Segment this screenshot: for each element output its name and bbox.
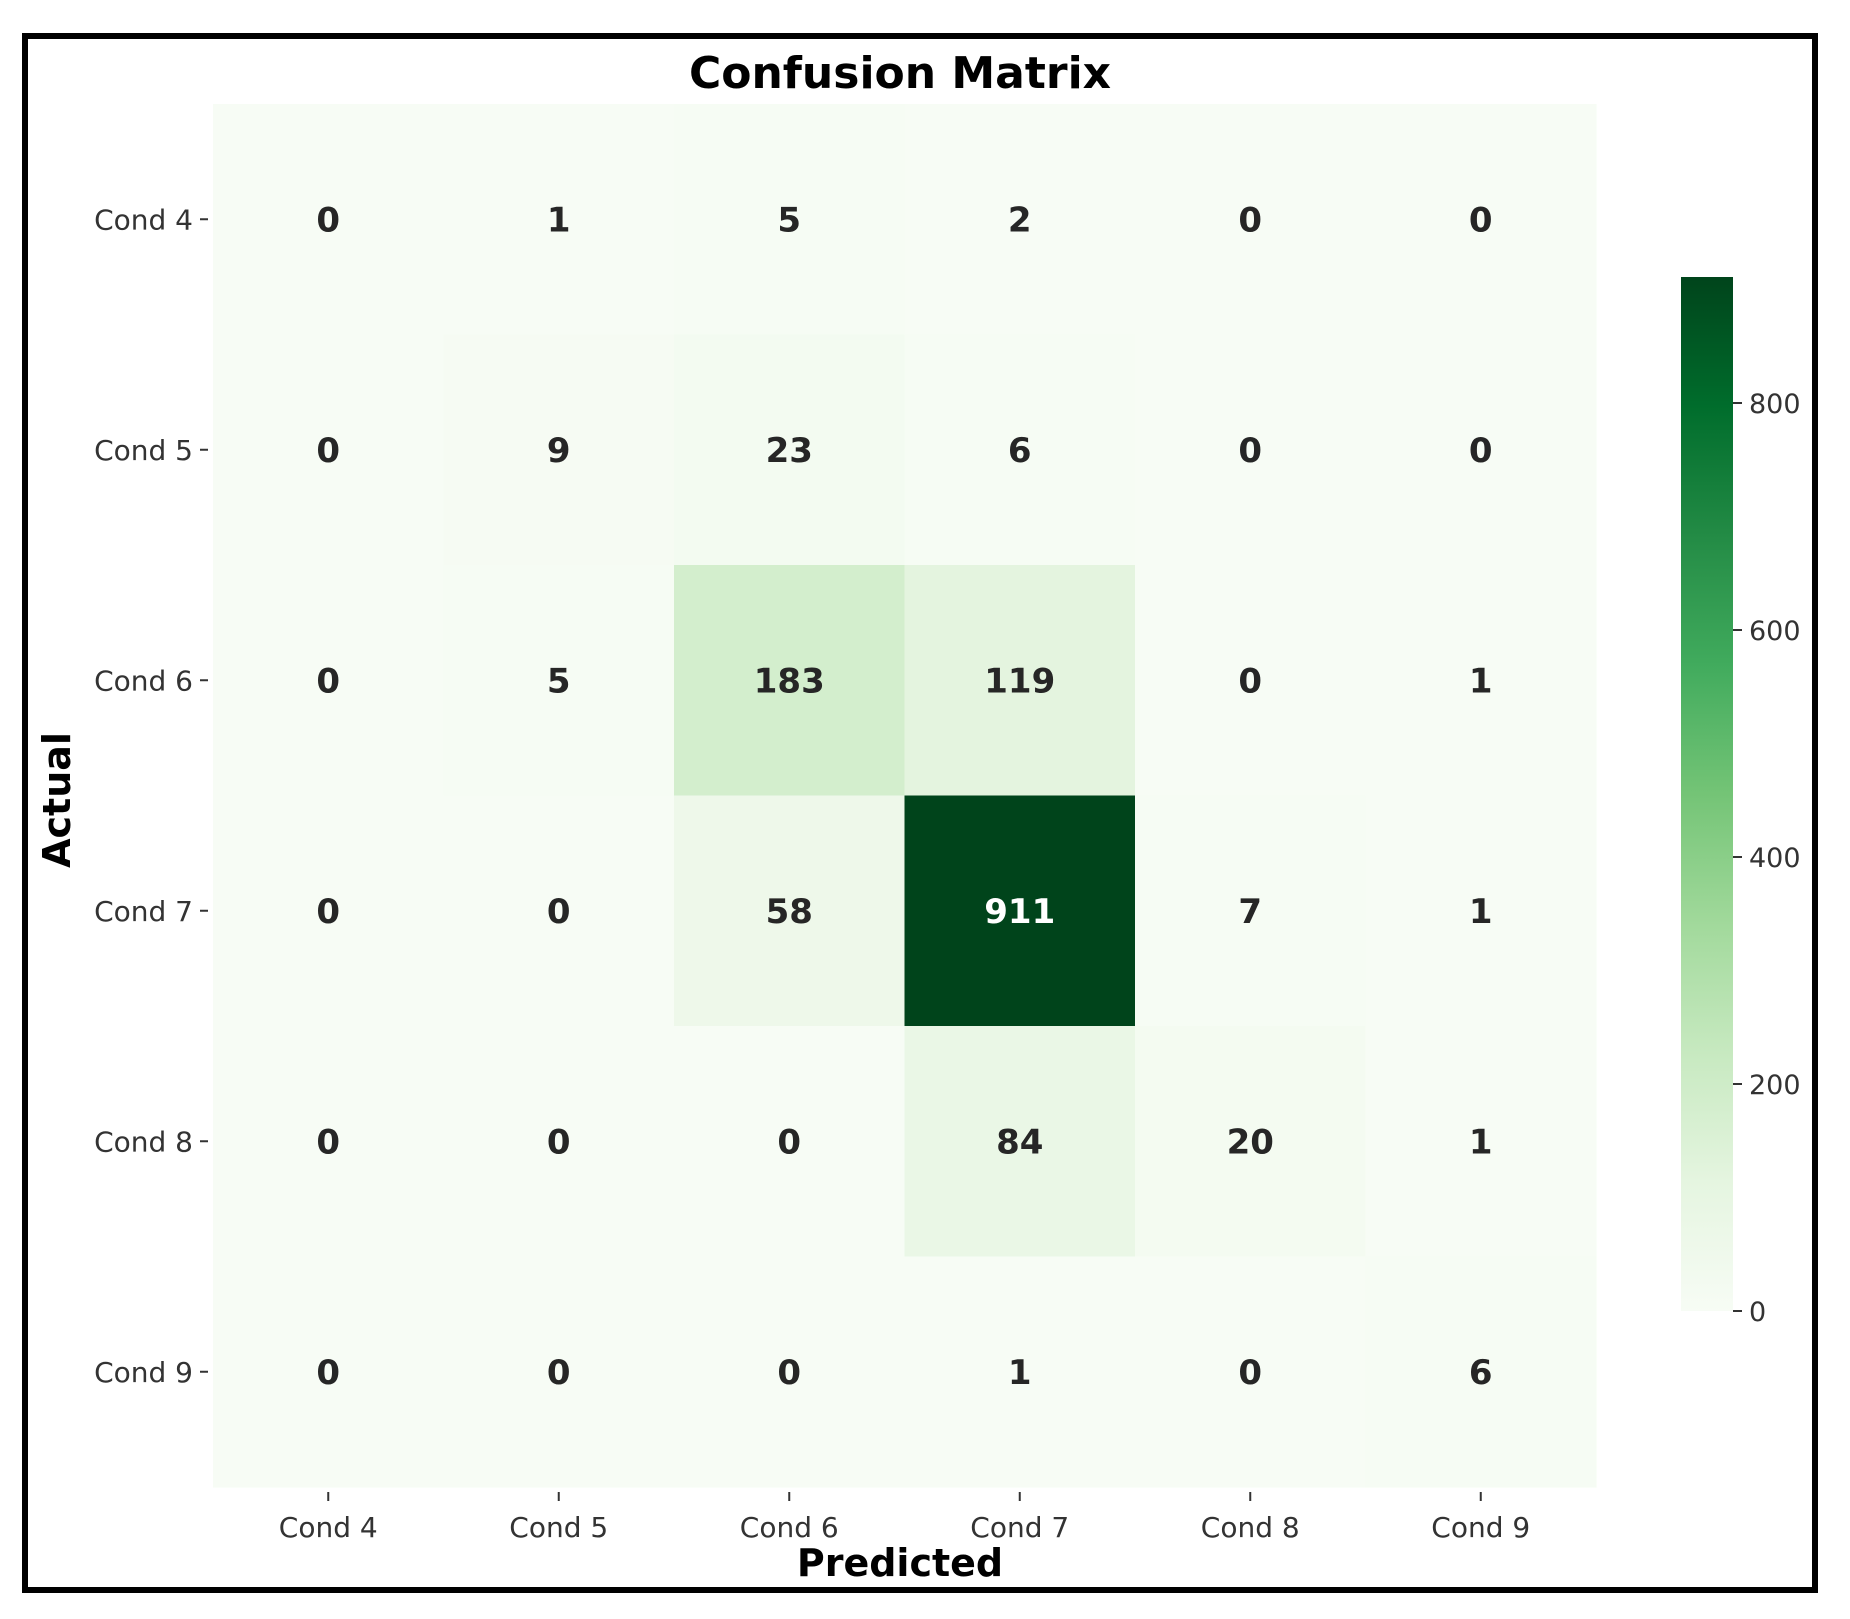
heatmap-cell xyxy=(213,334,445,566)
cell-value-label: 5 xyxy=(777,200,801,240)
cell-value-label: 183 xyxy=(754,661,825,701)
cell-value-label: 0 xyxy=(1238,661,1262,701)
y-tick-label: Cond 7 xyxy=(94,895,193,928)
cell-value-label: 1 xyxy=(1469,1122,1493,1162)
colorbar-tick-label: 800 xyxy=(1749,389,1801,420)
cell-value-label: 0 xyxy=(316,661,340,701)
heatmap-cell xyxy=(1135,334,1367,566)
cell-value-label: 23 xyxy=(766,431,813,471)
heatmap-cell xyxy=(1135,795,1367,1027)
cell-value-label: 0 xyxy=(777,1122,801,1162)
heatmap-cell xyxy=(904,1256,1136,1488)
heatmap-cell xyxy=(1365,104,1597,336)
x-tick-label: Cond 8 xyxy=(1201,1511,1300,1544)
heatmap-cell xyxy=(1365,565,1597,797)
y-axis-label: Actual xyxy=(35,732,79,868)
heatmap-cell xyxy=(674,1256,906,1488)
cell-value-label: 0 xyxy=(316,431,340,471)
heatmap-cell xyxy=(213,104,445,336)
heatmap-cell xyxy=(213,565,445,797)
cell-value-label: 1 xyxy=(1469,661,1493,701)
heatmap-cell xyxy=(1135,1256,1367,1488)
cell-value-label: 0 xyxy=(547,1353,571,1393)
heatmap-cell xyxy=(1365,334,1597,566)
heatmap-cell xyxy=(443,334,675,566)
x-tick-label: Cond 9 xyxy=(1431,1511,1530,1544)
heatmap-cell xyxy=(674,565,906,797)
heatmap-cell xyxy=(674,1026,906,1258)
colorbar-tick-label: 400 xyxy=(1749,843,1801,874)
y-axis-ticks: Cond 4 Cond 5 Cond 6 Cond 7 Cond 8 Cond 9 xyxy=(94,203,208,1389)
x-tick-label: Cond 7 xyxy=(970,1511,1069,1544)
y-tick-label: Cond 5 xyxy=(94,434,193,467)
cell-value-label: 911 xyxy=(984,892,1055,932)
cell-value-label: 0 xyxy=(1238,431,1262,471)
cell-value-label: 84 xyxy=(996,1122,1043,1162)
y-tick-label: Cond 8 xyxy=(94,1125,193,1158)
heatmap-cell xyxy=(904,795,1136,1027)
cell-value-label: 58 xyxy=(766,892,813,932)
colorbar-tick-label: 600 xyxy=(1749,616,1801,647)
heatmap-cell xyxy=(443,565,675,797)
heatmap-cell xyxy=(1365,795,1597,1027)
heatmap-cell xyxy=(443,795,675,1027)
heatmap-cell xyxy=(1135,565,1367,797)
heatmap-cells: 0 1 5 2 0 00 9 23 6 0 00 5 183 119 0 10 0 58 911 7 10 0 0 84 20 1… xyxy=(213,104,1597,1488)
cell-value-label: 1 xyxy=(547,200,571,240)
x-axis-label: Predicted xyxy=(797,1541,1003,1585)
cell-value-label: 6 xyxy=(1008,431,1032,471)
y-tick-label: Cond 9 xyxy=(94,1356,193,1389)
cell-value-label: 0 xyxy=(1469,200,1493,240)
cell-value-label: 0 xyxy=(316,892,340,932)
cell-value-label: 0 xyxy=(1238,200,1262,240)
cell-value-label: 2 xyxy=(1008,200,1032,240)
cell-value-label: 0 xyxy=(1238,1353,1262,1393)
cell-value-label: 0 xyxy=(1469,431,1493,471)
cell-value-label: 0 xyxy=(316,200,340,240)
colorbar-gradient xyxy=(1681,277,1733,1311)
y-tick-label: Cond 6 xyxy=(94,664,193,697)
heatmap-cell xyxy=(213,795,445,1027)
heatmap-cell xyxy=(1135,104,1367,336)
x-tick-label: Cond 4 xyxy=(279,1511,378,1544)
x-tick-label: Cond 6 xyxy=(740,1511,839,1544)
heatmap-cell xyxy=(443,104,675,336)
cell-value-label: 9 xyxy=(547,431,571,471)
colorbar-tick-label: 200 xyxy=(1749,1070,1801,1101)
x-axis-ticks: Cond 4 Cond 5 Cond 6 Cond 7 Cond 8 Cond 9 xyxy=(279,1492,1530,1544)
heatmap-cell xyxy=(1135,1026,1367,1258)
cell-value-label: 119 xyxy=(984,661,1055,701)
cell-value-label: 0 xyxy=(316,1353,340,1393)
heatmap-cell xyxy=(674,795,906,1027)
heatmap-cell xyxy=(904,1026,1136,1258)
cell-value-label: 0 xyxy=(316,1122,340,1162)
cell-value-label: 0 xyxy=(547,1122,571,1162)
heatmap-cell xyxy=(1365,1026,1597,1258)
cell-value-label: 1 xyxy=(1008,1353,1032,1393)
colorbar: 0 200 400 600 800 xyxy=(1681,277,1801,1328)
heatmap-cell xyxy=(213,1256,445,1488)
cell-value-label: 0 xyxy=(547,892,571,932)
heatmap-cell xyxy=(1365,1256,1597,1488)
heatmap-cell xyxy=(443,1026,675,1258)
cell-value-label: 7 xyxy=(1238,892,1262,932)
cell-value-label: 20 xyxy=(1227,1122,1274,1162)
cell-value-label: 0 xyxy=(777,1353,801,1393)
x-tick-label: Cond 5 xyxy=(509,1511,608,1544)
chart-title: Confusion Matrix xyxy=(689,48,1111,99)
cell-value-label: 5 xyxy=(547,661,571,701)
heatmap-cell xyxy=(904,565,1136,797)
cell-value-label: 6 xyxy=(1469,1353,1493,1393)
cell-value-label: 1 xyxy=(1469,892,1493,932)
colorbar-tick-label: 0 xyxy=(1749,1297,1766,1328)
heatmap-cell xyxy=(213,1026,445,1258)
heatmap-cell xyxy=(904,104,1136,336)
heatmap-cell xyxy=(674,104,906,336)
heatmap-cell xyxy=(674,334,906,566)
heatmap-cell xyxy=(443,1256,675,1488)
y-tick-label: Cond 4 xyxy=(94,203,193,236)
heatmap-cell xyxy=(904,334,1136,566)
